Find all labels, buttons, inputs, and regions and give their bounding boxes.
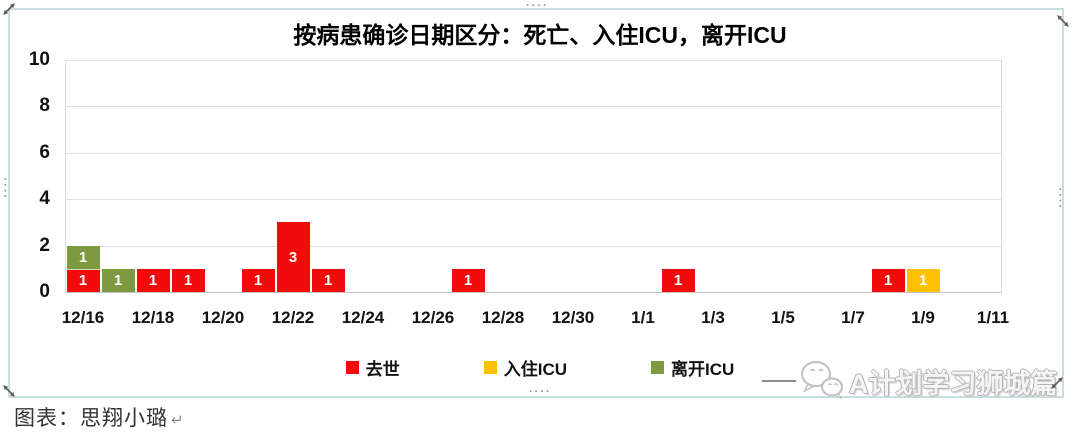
bar-segment-icu-admission: 1: [906, 268, 940, 292]
x-tick-label: 12/26: [411, 308, 455, 327]
bar-value-label: 1: [113, 271, 123, 289]
y-tick-label: 8: [39, 95, 50, 117]
bar-segment-deaths: 1: [871, 268, 905, 292]
bar-value-label: 1: [323, 271, 333, 289]
x-tick-label: 12/28: [481, 308, 525, 327]
gridline: [66, 152, 1001, 154]
bar-segment-deaths: 1: [451, 268, 485, 292]
bar-value-label: 1: [883, 271, 893, 289]
x-tick-label: 12/22: [271, 308, 315, 327]
legend-label-deaths: 去世: [365, 360, 400, 379]
bar-segment-deaths: 1: [311, 268, 345, 292]
gridline: [66, 60, 1001, 61]
bar-segment-deaths: 1: [136, 268, 170, 292]
bar-segment-deaths: 3: [276, 222, 310, 292]
x-tick-label: 12/18: [131, 308, 175, 327]
x-tick-label: 1/11: [976, 308, 1010, 327]
gridline: [66, 199, 1001, 201]
plot-area: [65, 60, 1002, 293]
bar-value-label: 1: [463, 271, 473, 289]
bar-value-label: 1: [78, 271, 88, 289]
gridline: [66, 245, 1001, 247]
bar-segment-deaths: 1: [66, 268, 100, 292]
legend-swatch-icu-leave: [651, 361, 664, 374]
bar-segment-deaths: 1: [171, 268, 205, 292]
bar-segment-deaths: 1: [661, 268, 695, 292]
resize-handle-bottom-right[interactable]: [1050, 376, 1064, 390]
bar-value-label: 1: [78, 248, 88, 266]
chart-legend: 去世 入住ICU 离开ICU: [0, 355, 1080, 380]
resize-handle-left-middle[interactable]: ····: [0, 177, 11, 201]
bar-value-label: 3: [288, 248, 298, 266]
legend-item-icu-admission: 入住ICU: [483, 355, 567, 380]
legend-swatch-icu-admission: [483, 361, 497, 374]
bar-segment-deaths: 1: [241, 268, 275, 292]
watermark-line: [762, 380, 796, 382]
x-tick-label: 12/24: [341, 308, 385, 327]
y-tick-label: 0: [39, 281, 50, 302]
legend-label-icu-admission: 入住ICU: [503, 360, 567, 379]
x-tick-label: 12/30: [551, 308, 595, 327]
legend-swatch-deaths: [345, 361, 359, 374]
legend-label-icu-leave: 离开ICU: [671, 360, 735, 379]
x-tick-label: 1/7: [841, 308, 865, 327]
resize-handle-top-middle[interactable]: ····: [526, 0, 549, 12]
x-tick-label: 1/5: [771, 308, 795, 327]
watermark: A计划学习狮城篇: [762, 358, 1058, 404]
bar-segment-icu-leave: 1: [101, 268, 135, 292]
bar-value-label: 1: [253, 271, 263, 289]
legend-item-deaths: 去世: [345, 355, 400, 380]
gridline: [66, 106, 1001, 108]
x-tick-label: 1/3: [701, 308, 725, 327]
resize-handle-top-right[interactable]: [1056, 14, 1070, 28]
chart-caption-text: 图表：思翔小璐: [14, 406, 168, 430]
resize-handle-right-middle[interactable]: ····: [1053, 187, 1066, 211]
y-tick-label: 2: [39, 234, 50, 256]
bar-value-label: 1: [183, 271, 193, 289]
watermark-text: A计划学习狮城篇: [849, 368, 1058, 399]
bar-value-label: 1: [918, 271, 928, 289]
legend-item-icu-leave: 离开ICU: [651, 355, 734, 380]
y-tick-label: 10: [28, 49, 50, 70]
resize-handle-top-left[interactable]: [2, 2, 16, 16]
resize-handle-bottom-middle[interactable]: ····: [529, 386, 552, 398]
paragraph-return-mark: ↵: [171, 411, 185, 429]
chart-object-frame[interactable]: [8, 8, 1064, 398]
x-tick-label: 1/1: [631, 308, 655, 327]
y-tick-label: 6: [39, 141, 50, 163]
chart-caption: 图表：思翔小璐 ↵: [14, 402, 185, 432]
resize-handle-bottom-left[interactable]: [2, 384, 16, 398]
x-tick-label: 12/16: [61, 308, 105, 327]
x-tick-label: 1/9: [911, 308, 935, 327]
bar-value-label: 1: [673, 271, 683, 289]
x-tick-label: 12/20: [201, 308, 245, 327]
bar-value-label: 1: [148, 271, 158, 289]
y-tick-label: 4: [39, 188, 50, 210]
bar-segment-icu-leave: 1: [66, 245, 100, 270]
wechat-icon: [799, 358, 845, 405]
chart-title: 按病患确诊日期区分：死亡、入住ICU，离开ICU: [293, 22, 787, 48]
